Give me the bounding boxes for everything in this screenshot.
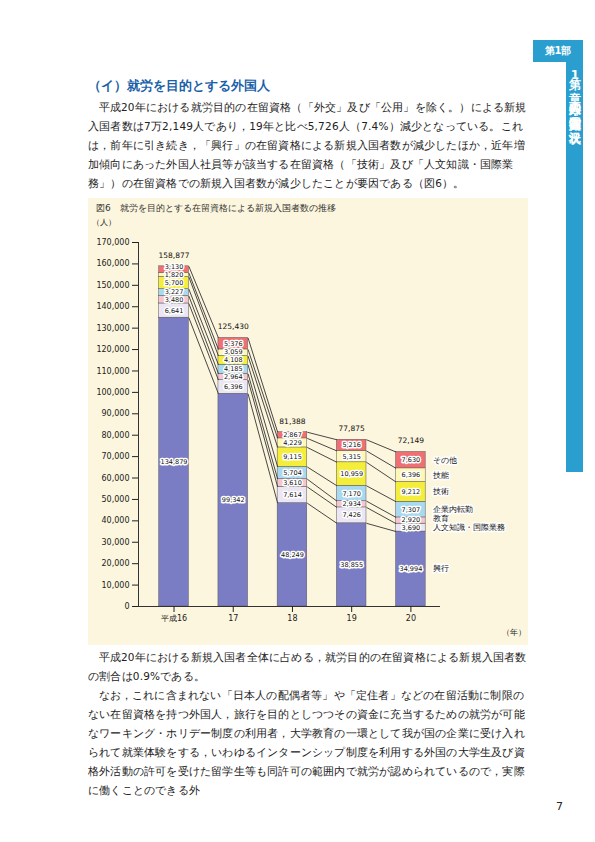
svg-text:6,396: 6,396 — [402, 471, 421, 479]
svg-text:18: 18 — [287, 614, 297, 623]
svg-text:2,920: 2,920 — [402, 516, 421, 524]
svg-text:3,690: 3,690 — [402, 524, 421, 532]
svg-text:（年）: （年） — [502, 628, 526, 637]
svg-text:3,059: 3,059 — [224, 348, 243, 356]
svg-text:125,430: 125,430 — [218, 322, 249, 331]
svg-text:9,212: 9,212 — [402, 488, 421, 496]
html-text:（イ）就労を目的とする外国人: （イ）就労を目的とする外国人 — [88, 78, 270, 93]
svg-text:3,130: 3,130 — [165, 263, 184, 271]
svg-text:160,000: 160,000 — [96, 259, 129, 268]
svg-text:19: 19 — [347, 614, 357, 623]
svg-text:1,820: 1,820 — [165, 271, 184, 279]
html-text:第1部: 第1部 — [544, 45, 572, 56]
svg-text:72,149: 72,149 — [398, 436, 424, 445]
svg-text:その他: その他 — [433, 456, 457, 465]
svg-text:7,170: 7,170 — [342, 490, 361, 498]
svg-text:81,388: 81,388 — [279, 417, 305, 426]
svg-text:3,227: 3,227 — [165, 288, 184, 296]
svg-text:人文知識・国際業務: 人文知識・国際業務 — [433, 523, 505, 532]
svg-text:教育: 教育 — [433, 514, 449, 523]
svg-text:134,879: 134,879 — [161, 458, 188, 466]
svg-text:140,000: 140,000 — [96, 302, 129, 311]
svg-text:2,867: 2,867 — [283, 431, 302, 439]
svg-text:20: 20 — [406, 614, 416, 623]
svg-text:2,964: 2,964 — [224, 373, 243, 381]
svg-text:平成16: 平成16 — [161, 614, 187, 623]
svg-text:2,934: 2,934 — [342, 500, 361, 508]
svg-text:20,000: 20,000 — [102, 559, 130, 568]
svg-text:5,216: 5,216 — [342, 441, 361, 449]
svg-text:5,315: 5,315 — [342, 453, 361, 461]
svg-text:5,700: 5,700 — [165, 279, 184, 287]
html-text:第1章 外国人の入国・在留等の状況: 第1章 外国人の入国・在留等の状況 — [568, 68, 582, 122]
svg-text:3,610: 3,610 — [283, 479, 302, 487]
svg-text:100,000: 100,000 — [96, 388, 129, 397]
svg-text:50,000: 50,000 — [102, 495, 130, 504]
svg-text:6,396: 6,396 — [224, 383, 243, 391]
svg-text:10,000: 10,000 — [102, 581, 130, 590]
svg-text:5,376: 5,376 — [224, 340, 243, 348]
svg-text:17: 17 — [228, 614, 238, 623]
svg-text:7,426: 7,426 — [342, 511, 361, 519]
svg-text:120,000: 120,000 — [96, 345, 129, 354]
svg-text:99,342: 99,342 — [222, 496, 245, 504]
svg-text:60,000: 60,000 — [102, 474, 130, 483]
svg-text:5,704: 5,704 — [283, 469, 302, 477]
svg-text:7,307: 7,307 — [402, 506, 421, 514]
svg-text:7,614: 7,614 — [283, 491, 302, 499]
svg-text:158,877: 158,877 — [159, 251, 190, 260]
svg-text:38,855: 38,855 — [340, 561, 363, 569]
svg-text:4,108: 4,108 — [224, 356, 243, 364]
svg-text:170,000: 170,000 — [96, 238, 129, 247]
html-text:なお，これに含まれない「日本人の配偶者等」や「定住者」などの: なお，これに含まれない「日本人の配偶者等」や「定住者」などの在留活動に制限のない… — [88, 689, 525, 796]
svg-text:40,000: 40,000 — [102, 516, 130, 525]
svg-text:110,000: 110,000 — [96, 367, 129, 376]
svg-text:技能: 技能 — [432, 471, 449, 480]
svg-text:4,185: 4,185 — [224, 365, 243, 373]
svg-text:9,115: 9,115 — [283, 453, 302, 461]
svg-text:150,000: 150,000 — [96, 281, 129, 290]
svg-text:130,000: 130,000 — [96, 324, 129, 333]
svg-text:6,641: 6,641 — [165, 307, 184, 315]
svg-text:4,229: 4,229 — [283, 439, 302, 447]
svg-text:（人）: （人） — [92, 218, 116, 227]
svg-text:技術: 技術 — [432, 487, 449, 496]
svg-text:企業内転勤: 企業内転勤 — [433, 505, 473, 514]
svg-text:77,875: 77,875 — [339, 424, 365, 433]
svg-text:10,959: 10,959 — [340, 470, 363, 478]
svg-text:3,480: 3,480 — [165, 296, 184, 304]
svg-text:0: 0 — [124, 602, 129, 611]
html-text:7: 7 — [556, 800, 563, 813]
svg-text:48,249: 48,249 — [281, 551, 304, 559]
html-text:図6 就労を目的とする在留資格による新規入国者数の推移: 図6 就労を目的とする在留資格による新規入国者数の推移 — [96, 203, 336, 213]
svg-text:30,000: 30,000 — [102, 538, 130, 547]
svg-text:90,000: 90,000 — [102, 409, 130, 418]
svg-text:34,994: 34,994 — [400, 565, 423, 573]
svg-text:興行: 興行 — [433, 564, 449, 573]
svg-text:80,000: 80,000 — [102, 431, 130, 440]
svg-text:7,630: 7,630 — [402, 456, 421, 464]
html-text:平成20年における新規入国者全体に占める，就労目的の在留資格: 平成20年における新規入国者全体に占める，就労目的の在留資格による新規入国者数の… — [88, 651, 527, 682]
svg-text:70,000: 70,000 — [102, 452, 130, 461]
html-text:平成20年における就労目的の在留資格（「外交」及び「公用」を: 平成20年における就労目的の在留資格（「外交」及び「公用」を除く。）による新規入… — [88, 101, 527, 189]
